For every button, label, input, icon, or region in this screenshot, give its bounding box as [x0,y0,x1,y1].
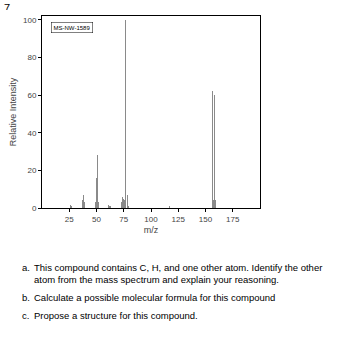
html-text:This compound contains C, H, a: This compound contains C, H, and one oth… [34,262,323,285]
svg-text:60: 60 [27,91,36,100]
svg-text:MS-NW-1589: MS-NW-1589 [54,25,91,31]
html-text:Propose a structure for this c: Propose a structure for this compound. [34,310,198,321]
svg-text:75: 75 [119,215,128,224]
svg-text:100: 100 [144,215,158,224]
svg-text:Relative Intensity: Relative Intensity [8,77,18,146]
svg-text:m/z: m/z [144,225,159,235]
html-text:Calculate a possible molecular: Calculate a possible molecular formula f… [34,292,276,303]
svg-text:80: 80 [27,53,36,62]
svg-text:0: 0 [32,204,37,213]
html-text:7.: 7. [4,2,14,14]
svg-text:40: 40 [27,129,36,138]
svg-text:150: 150 [199,215,213,224]
html-text:c.: c. [22,310,30,321]
svg-text:50: 50 [92,215,101,224]
html-text:b.: b. [22,292,30,303]
svg-text:25: 25 [65,215,74,224]
svg-text:175: 175 [226,215,240,224]
svg-text:100: 100 [23,16,37,25]
html-text:a.: a. [22,262,30,273]
svg-text:20: 20 [27,166,36,175]
svg-text:125: 125 [172,215,186,224]
